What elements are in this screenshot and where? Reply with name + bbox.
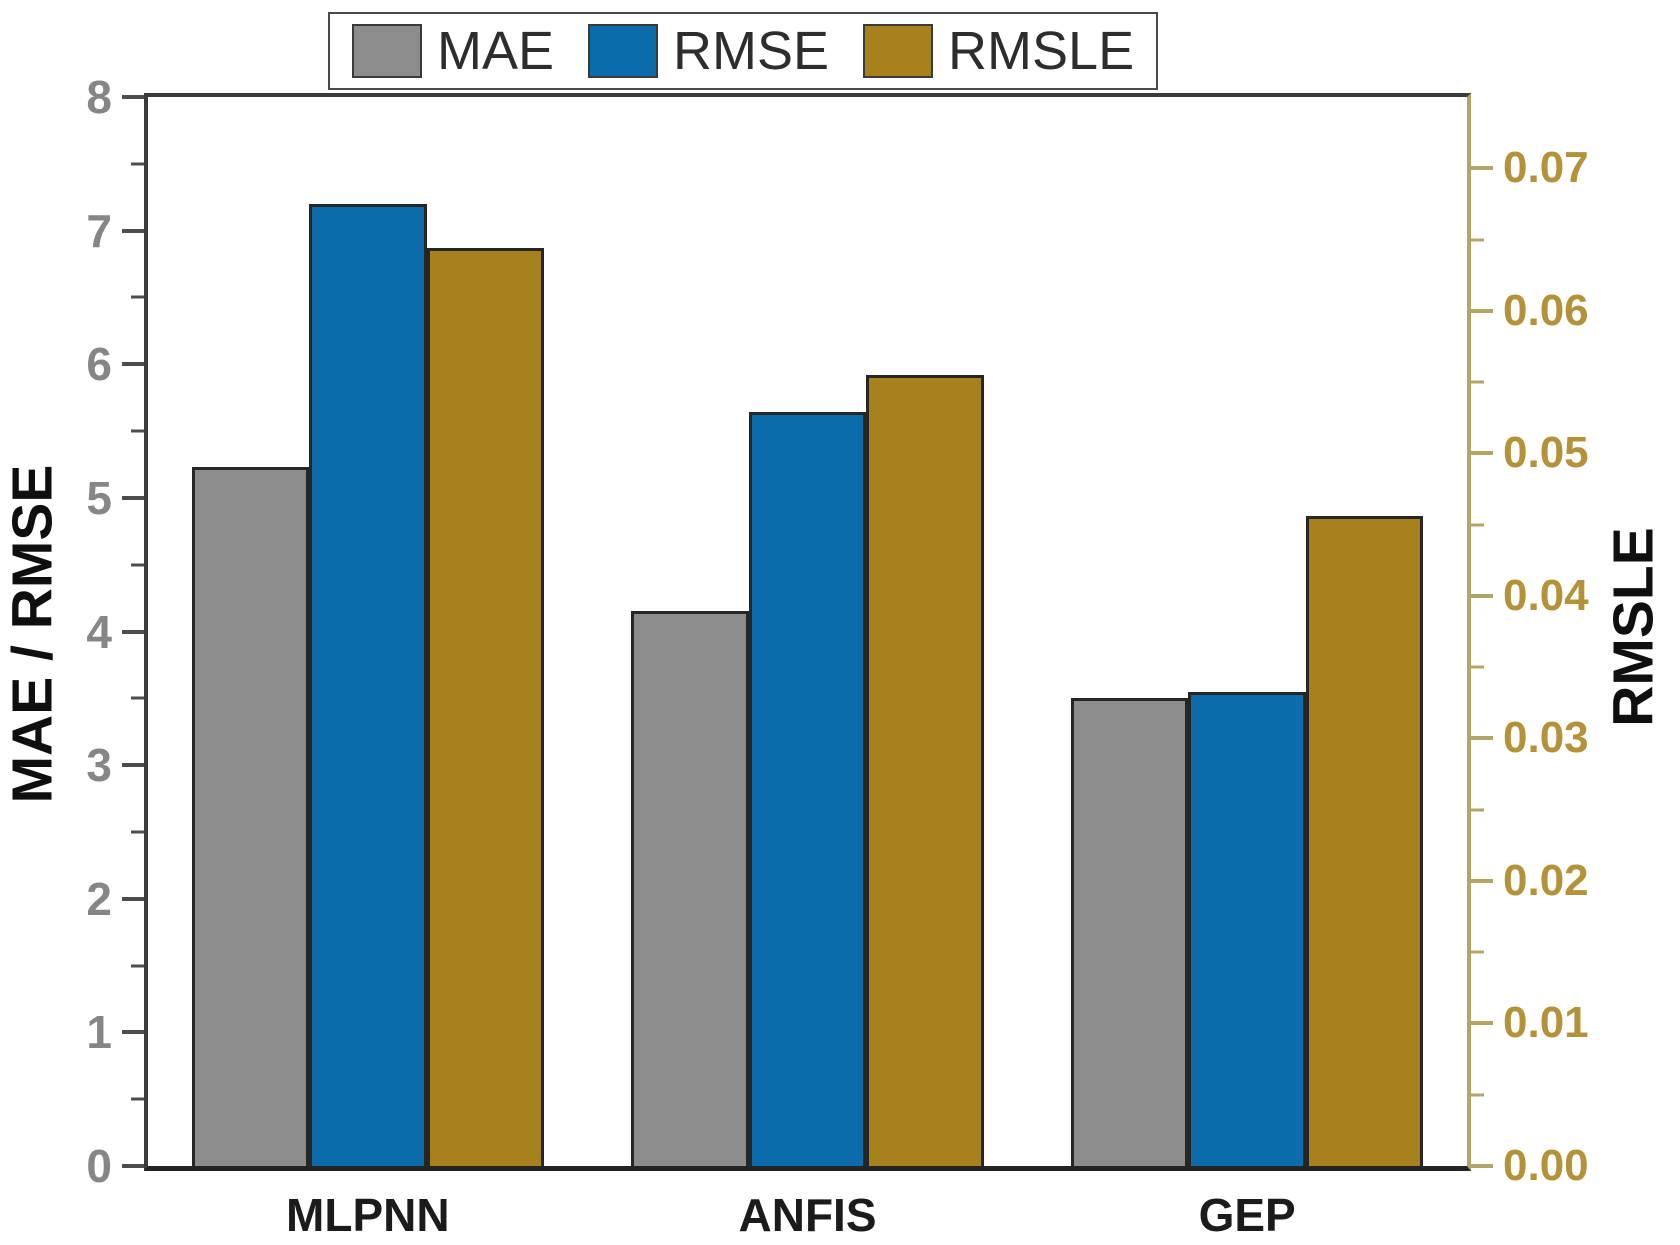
bar-mae-anfis [631, 611, 749, 1166]
left-axis-tick-label: 6 [86, 338, 112, 391]
right-axis-minor-tick [1471, 950, 1484, 954]
left-axis-tick-label: 3 [86, 739, 112, 792]
left-axis-tick-label: 0 [86, 1140, 112, 1192]
left-axis-minor-tick [131, 964, 144, 968]
left-axis-minor-tick [131, 830, 144, 834]
right-axis-tick-label: 0.06 [1503, 285, 1589, 335]
right-axis-tick-label: 0.04 [1503, 570, 1589, 620]
right-axis-minor-tick [1471, 523, 1484, 527]
left-axis-tick-label: 4 [86, 605, 112, 658]
plot-area: 0 1 2 3 4 5 6 7 8 0.00 0.01 0.02 0.03 0.04 0.05 0.06 0.0… [86, 74, 1588, 1238]
right-axis-tick-label: 0.03 [1503, 713, 1589, 763]
legend: MAE RMSE RMSLE [328, 12, 1159, 90]
left-axis-major-tick [122, 228, 144, 233]
right-axis-minor-tick [1471, 380, 1484, 384]
left-axis-tick-label: 1 [86, 1006, 112, 1059]
left-axis-tick-label: 7 [86, 204, 112, 257]
right-axis-minor-tick [1471, 1093, 1484, 1097]
left-axis-minor-tick [131, 162, 144, 166]
legend-item-mae: MAE [352, 24, 554, 78]
category-label-gep: GEP [1198, 1189, 1296, 1241]
right-axis-minor-tick [1471, 665, 1484, 669]
right-axis-major-tick [1471, 166, 1493, 171]
right-axis-tick-label: 0.02 [1503, 855, 1589, 905]
legend-label-mae: MAE [437, 21, 555, 81]
right-axis-major-tick [1471, 308, 1493, 313]
legend-swatch-mae [352, 24, 422, 78]
bar-rmse-anfis [748, 412, 867, 1166]
right-axis-minor-tick [1471, 808, 1484, 812]
left-axis-major-tick [122, 1030, 144, 1035]
left-axis-major-tick [122, 495, 144, 500]
legend-label-rmsle: RMSLE [948, 21, 1135, 81]
legend-item-rmse: RMSE [588, 24, 829, 78]
left-axis-major-tick [122, 896, 144, 901]
left-axis-minor-tick [131, 429, 144, 433]
left-axis-major-tick [122, 362, 144, 367]
left-axis-major-tick [122, 1164, 144, 1168]
right-axis-major-tick [1471, 1021, 1493, 1026]
left-axis-tick-label: 2 [86, 872, 112, 925]
left-axis-minor-tick [131, 1097, 144, 1101]
left-axis-major-tick [122, 95, 144, 99]
right-axis-title: RMSLE [1601, 527, 1666, 727]
right-axis-major-tick [1471, 878, 1493, 883]
right-axis-major-tick [1471, 736, 1493, 741]
bar-rmsle-anfis [866, 374, 984, 1166]
left-axis-tick-label: 8 [86, 71, 112, 123]
right-axis-minor-tick [1471, 238, 1484, 242]
right-axis-major-tick [1471, 451, 1493, 456]
right-axis-tick-label: 0.05 [1503, 428, 1589, 478]
right-axis-tick-label: 0.00 [1503, 1141, 1589, 1190]
right-axis-tick-label: 0.01 [1503, 998, 1589, 1048]
left-axis-minor-tick [131, 295, 144, 299]
left-axis-title: MAE / RMSE [0, 464, 65, 804]
bar-rmse-gep [1188, 691, 1306, 1166]
left-axis-minor-tick [131, 563, 144, 567]
bar-rmsle-gep [1305, 516, 1424, 1166]
bar-rmsle-mlpnn [426, 248, 544, 1166]
bar-mae-gep [1071, 698, 1189, 1166]
category-label-mlpnn: MLPNN [286, 1189, 450, 1241]
bar-rmse-mlpnn [309, 203, 427, 1166]
right-axis-major-tick [1471, 1164, 1493, 1168]
bar-mae-mlpnn [191, 467, 310, 1166]
legend-label-rmse: RMSE [673, 21, 830, 81]
legend-swatch-rmse [588, 24, 659, 78]
category-label-anfis: ANFIS [738, 1189, 877, 1241]
left-axis-major-tick [122, 629, 144, 634]
left-axis-tick-label: 5 [86, 471, 112, 524]
right-axis-major-tick [1471, 593, 1493, 598]
legend-swatch-rmsle [863, 24, 934, 78]
left-axis-minor-tick [131, 696, 144, 700]
left-axis-major-tick [122, 763, 144, 768]
legend-item-rmsle: RMSLE [863, 24, 1134, 78]
right-axis-tick-label: 0.07 [1503, 143, 1589, 193]
